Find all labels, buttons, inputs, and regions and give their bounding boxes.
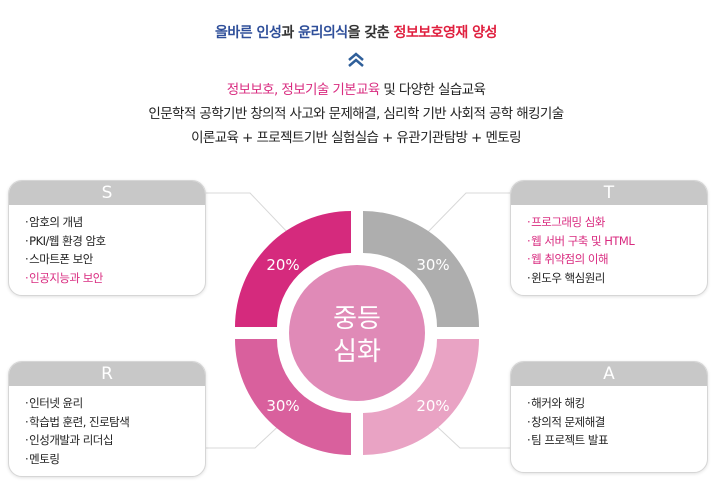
box-header: A xyxy=(511,362,707,386)
list-item: 인터넷 윤리 xyxy=(25,394,205,413)
list-item: 해커와 해킹 xyxy=(527,394,707,413)
percent-label-a: 20% xyxy=(416,397,449,415)
intro-rest: 및 다양한 실습교육 xyxy=(379,82,486,98)
headline-part: 과 xyxy=(281,25,299,41)
intro-line-2: 인문학적 공학기반 창의적 사고와 문제해결, 심리학 기반 사회적 공학 해킹… xyxy=(148,106,564,122)
item-list: 프로그래밍 심화웹 서버 구축 및 HTML웹 취약점의 이해윈도우 핵심원리 xyxy=(511,205,707,295)
percent-label-s: 20% xyxy=(266,256,299,274)
list-item: 팀 프로젝트 발표 xyxy=(527,431,707,450)
intro-line-3: 이론교육 + 프로젝트기반 실험실습 + 유관기관탐방 + 멘토링 xyxy=(191,130,521,146)
percent-label-t: 30% xyxy=(416,256,449,274)
list-item: 웹 취약점의 이해 xyxy=(527,250,707,269)
box-header: S xyxy=(9,181,205,205)
donut-segment-s xyxy=(235,211,351,327)
headline: 올바른 인성과 윤리의식을 갖춘 정보보호영재 양성 xyxy=(0,22,712,42)
center-circle xyxy=(289,265,425,401)
center-label-line2: 심화 xyxy=(333,337,381,367)
box-r: R 인터넷 윤리학습법 훈련, 진로탐색인성개발과 리더십멘토링 xyxy=(8,361,206,477)
box-header: R xyxy=(9,362,205,386)
list-item: 윈도우 핵심원리 xyxy=(527,269,707,288)
item-list: 암호의 개념PKI/웹 환경 암호스마트폰 보안인공지능과 보안 xyxy=(9,205,205,295)
item-list: 해커와 해킹창의적 문제해결팀 프로젝트 발표 xyxy=(511,386,707,458)
headline-part: 을 갖춘 xyxy=(347,25,394,41)
list-item: 스마트폰 보안 xyxy=(25,250,205,269)
list-item: 프로그래밍 심화 xyxy=(527,213,707,232)
donut-segment-a xyxy=(363,339,479,455)
list-item: PKI/웹 환경 암호 xyxy=(25,232,205,251)
headline-part: 올바른 인성 xyxy=(215,25,282,41)
list-item: 암호의 개념 xyxy=(25,213,205,232)
double-chevron-up-icon xyxy=(348,52,364,67)
list-item: 인성개발과 리더십 xyxy=(25,431,205,450)
item-list: 인터넷 윤리학습법 훈련, 진로탐색인성개발과 리더십멘토링 xyxy=(9,386,205,476)
list-item: 창의적 문제해결 xyxy=(527,413,707,432)
list-item: 멘토링 xyxy=(25,450,205,469)
donut-segment-r xyxy=(235,339,351,455)
box-t: T 프로그래밍 심화웹 서버 구축 및 HTML웹 취약점의 이해윈도우 핵심원… xyxy=(510,180,708,296)
box-header: T xyxy=(511,181,707,205)
box-s: S 암호의 개념PKI/웹 환경 암호스마트폰 보안인공지능과 보안 xyxy=(8,180,206,296)
donut-segment-t xyxy=(363,211,479,327)
headline-part: 정보보호영재 양성 xyxy=(393,25,498,41)
list-item: 웹 서버 구축 및 HTML xyxy=(527,232,707,251)
list-item: 학습법 훈련, 진로탐색 xyxy=(25,413,205,432)
box-a: A 해커와 해킹창의적 문제해결팀 프로젝트 발표 xyxy=(510,361,708,473)
intro-highlight: 정보보호, 정보기술 기본교육 xyxy=(226,82,381,98)
connector-lines xyxy=(205,192,510,449)
list-item: 인공지능과 보안 xyxy=(25,269,205,288)
center-label-line1: 중등 xyxy=(333,304,381,334)
intro-line-1: 정보보호, 정보기술 기본교육 및 다양한 실습교육 xyxy=(0,78,712,98)
percent-label-r: 30% xyxy=(266,397,299,415)
headline-part: 윤리의식 xyxy=(298,25,348,41)
